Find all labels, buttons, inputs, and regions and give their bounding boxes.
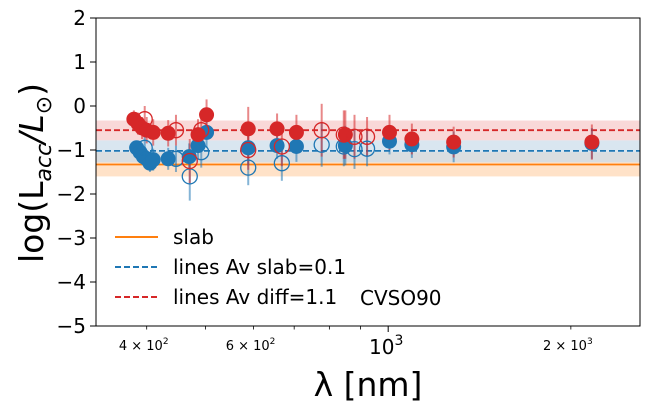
open-marker bbox=[240, 159, 257, 176]
y-axis-label: log(Lacc/L⊙) bbox=[12, 83, 57, 263]
y-tick-label: −2 bbox=[57, 182, 86, 206]
open-marker bbox=[193, 144, 210, 161]
x-major-tick-label: 103 bbox=[369, 333, 403, 359]
filled-marker bbox=[381, 124, 397, 140]
y-tick-label: 1 bbox=[73, 50, 86, 74]
open-marker bbox=[193, 122, 210, 139]
data-markers bbox=[126, 107, 600, 185]
x-minor-tick-label: 6 × 102 bbox=[226, 337, 276, 354]
filled-marker bbox=[181, 149, 197, 165]
y-tick-label: −3 bbox=[57, 226, 86, 250]
open-marker bbox=[136, 111, 153, 128]
filled-marker bbox=[404, 131, 420, 147]
filled-marker bbox=[145, 152, 161, 168]
filled-marker bbox=[337, 127, 353, 143]
filled-marker bbox=[199, 107, 215, 123]
filled-marker bbox=[446, 134, 462, 150]
open-marker bbox=[346, 128, 363, 145]
y-tick-label: 0 bbox=[73, 94, 86, 118]
y-axis: 2 1 0 −1 −2 −3 −4 −5 bbox=[57, 6, 96, 338]
open-marker bbox=[273, 155, 290, 172]
legend-label: lines Av slab=0.1 bbox=[173, 255, 346, 279]
y-tick-label: −1 bbox=[57, 138, 86, 162]
legend-label: lines Av diff=1.1 bbox=[173, 285, 337, 309]
open-marker bbox=[313, 122, 330, 139]
annotation-label: CVSO90 bbox=[360, 286, 442, 310]
open-marker bbox=[240, 141, 257, 159]
filled-marker bbox=[269, 121, 285, 137]
open-marker bbox=[181, 152, 198, 170]
filled-marker bbox=[240, 121, 256, 137]
open-marker bbox=[358, 140, 376, 157]
filled-marker bbox=[288, 138, 304, 154]
open-marker bbox=[136, 139, 153, 156]
filled-marker bbox=[269, 138, 285, 154]
x-axis-label: λ [nm] bbox=[314, 365, 423, 404]
y-tick-label: 2 bbox=[73, 6, 86, 30]
legend: slab lines Av slab=0.1 lines Av diff=1.1 bbox=[115, 225, 346, 309]
open-marker bbox=[346, 140, 363, 158]
x-axis: 103 4 × 102 6 × 102 2 × 103 bbox=[119, 326, 593, 359]
open-marker bbox=[167, 122, 185, 139]
open-marker bbox=[335, 126, 352, 143]
legend-label: slab bbox=[173, 225, 214, 249]
open-marker bbox=[273, 138, 290, 155]
open-marker bbox=[167, 150, 185, 167]
plot-frame bbox=[95, 17, 641, 327]
filled-marker bbox=[145, 124, 161, 140]
x-minor-tick-label: 2 × 103 bbox=[543, 337, 593, 354]
filled-marker bbox=[288, 124, 304, 140]
open-marker bbox=[358, 128, 376, 145]
filled-marker bbox=[190, 127, 206, 143]
y-tick-label: −4 bbox=[57, 270, 86, 294]
y-tick-label: −5 bbox=[57, 314, 86, 338]
x-minor-tick-label: 4 × 102 bbox=[119, 337, 169, 354]
filled-marker bbox=[584, 134, 600, 150]
